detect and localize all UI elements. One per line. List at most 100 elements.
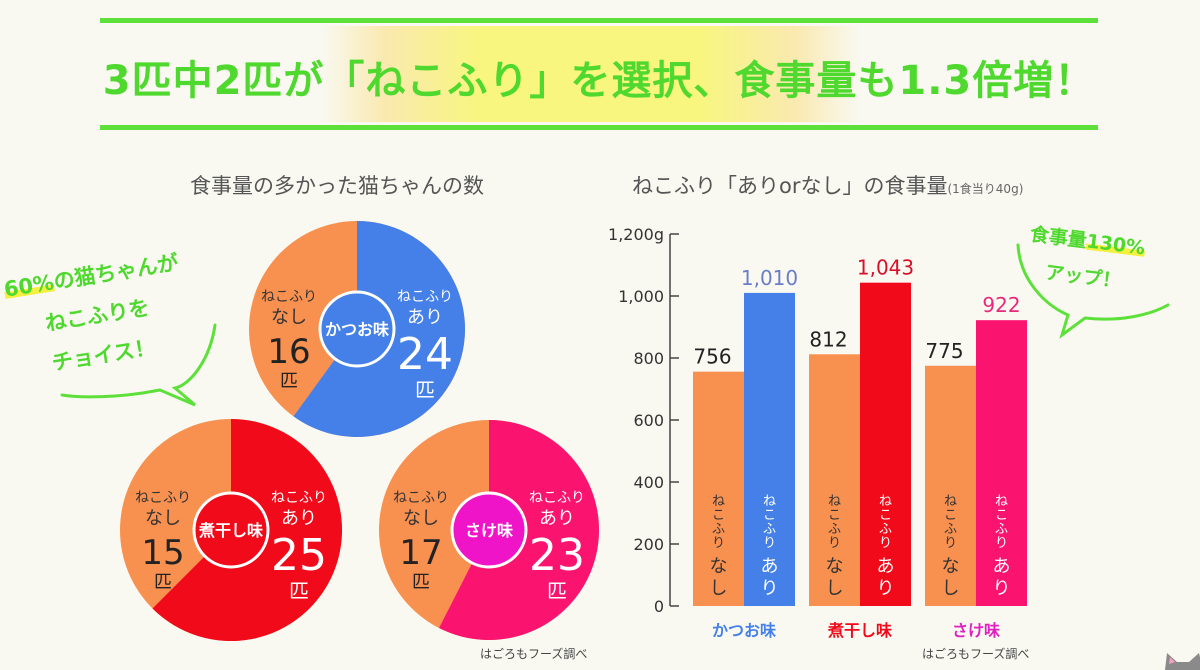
bar-without: [809, 354, 860, 606]
bar-inner-label-char: あ: [877, 556, 895, 577]
bar-inner-label-char: こ: [995, 508, 1008, 523]
bar-inner-label-char: ね: [828, 494, 841, 509]
pie-with-value: 25: [271, 530, 327, 581]
y-tick-label: 600: [633, 411, 664, 430]
bar-inner-label-char: ふ: [763, 522, 776, 537]
bar-inner-label-char: こ: [712, 508, 725, 523]
bar-inner-label-char: あ: [993, 556, 1011, 577]
y-tick-label: 1,000: [618, 287, 664, 306]
bar-inner-label-char: ふ: [995, 522, 1008, 537]
pie-without-unit: 匹: [154, 572, 172, 593]
bar-inner-label-char: ね: [712, 494, 725, 509]
x-category-label: かつお味: [712, 621, 776, 640]
bar-inner-label-char: り: [995, 536, 1008, 551]
pie-center-circle: [318, 290, 396, 368]
bar-inner-label-char: り: [877, 578, 895, 599]
bar-inner-label-char: こ: [763, 508, 776, 523]
y-tick-label: 0: [654, 597, 664, 616]
bar-inner-label-char: な: [942, 556, 960, 577]
bar-value-label: 756: [693, 345, 731, 369]
bar-inner-label-char: り: [712, 536, 725, 551]
pie-without-label-1: ねこふり: [135, 490, 191, 506]
left-speech-bubble-icon: [60, 323, 217, 407]
pie-with-label-2: あり: [539, 508, 575, 529]
pie-without-value: 17: [399, 533, 442, 573]
bar-inner-label-char: ふ: [828, 522, 841, 537]
pie-without-label-1: ねこふり: [393, 490, 449, 506]
pie-without-label-2: なし: [145, 508, 181, 529]
bar-inner-label-char: り: [763, 536, 776, 551]
pie-with-unit: 匹: [415, 378, 435, 402]
bar-with: [860, 282, 911, 606]
headline-text: 3匹中2匹が「ねこふり」を選択、食事量も1.3倍増！: [102, 58, 1096, 104]
pie-with-value: 24: [397, 329, 453, 380]
x-category-label: 煮干し味: [827, 621, 892, 640]
pie-source-note: はごろもフーズ調べ: [480, 647, 588, 661]
bar-value-label: 1,010: [741, 266, 798, 290]
bar-inner-label-char: な: [710, 556, 728, 577]
cat-ear-icon: [1165, 653, 1200, 670]
headline-glow: [320, 26, 860, 122]
pie-center-circle: [192, 491, 270, 569]
bar-inner-label-char: し: [710, 578, 728, 599]
pie-without-label-2: なし: [271, 307, 307, 328]
bar-chart-title-note: (1食当り40g): [947, 182, 1024, 196]
pie-with-label-1: ねこふり: [271, 490, 327, 506]
y-tick-label: 200: [633, 535, 664, 554]
pie-chart-title: 食事量の多かった猫ちゃんの数: [190, 174, 484, 198]
x-category-label: さけ味: [952, 621, 1000, 640]
pie-flavor-label: かつお味: [325, 320, 389, 339]
bar-chart-title-main: ねこふり「ありorなし」の食事量: [632, 174, 948, 198]
bar-inner-label-char: り: [993, 578, 1011, 599]
pie-without-value: 16: [267, 332, 310, 372]
y-tick-label: 400: [633, 473, 664, 492]
pie-with-value: 23: [529, 530, 585, 581]
bar-with: [744, 292, 795, 606]
pie-center-circle: [450, 491, 528, 569]
bar-inner-label-char: ふ: [944, 522, 957, 537]
bar-inner-label-char: り: [879, 536, 892, 551]
bar-inner-label-char: ね: [879, 494, 892, 509]
bar-without: [925, 365, 976, 606]
bar-without: [693, 371, 744, 606]
pie-with-label-2: あり: [407, 307, 443, 328]
pie-with-label-1: ねこふり: [529, 490, 585, 506]
bar-with: [976, 320, 1027, 606]
pie-with-unit: 匹: [289, 579, 309, 603]
bar-value-label: 775: [925, 339, 963, 363]
bar-inner-label-char: し: [942, 578, 960, 599]
bar-inner-label-char: り: [761, 578, 779, 599]
headline-rule-bottom: [100, 125, 1098, 130]
bar-inner-label-char: ね: [944, 494, 957, 509]
right-speech-bubble-icon: [1016, 243, 1170, 339]
pie-without-label-2: なし: [403, 508, 439, 529]
bar-inner-label-char: な: [826, 556, 844, 577]
bar-inner-label-char: ふ: [879, 522, 892, 537]
pie-flavor-label: さけ味: [465, 521, 513, 540]
bar-inner-label-char: ふ: [712, 522, 725, 537]
bar-inner-label-char: あ: [761, 556, 779, 577]
pie-without-value: 15: [141, 533, 184, 573]
pie-without-unit: 匹: [280, 371, 298, 392]
headline-rule-top: [100, 18, 1098, 23]
pie-with-label-2: あり: [281, 508, 317, 529]
bar-inner-label-char: こ: [944, 508, 957, 523]
pie-with-unit: 匹: [547, 579, 567, 603]
bar-inner-label-char: こ: [879, 508, 892, 523]
pie-without-label-1: ねこふり: [261, 289, 317, 305]
bar-value-label: 1,043: [857, 256, 914, 280]
bar-inner-label-char: し: [826, 578, 844, 599]
headline-banner: 3匹中2匹が「ねこふり」を選択、食事量も1.3倍増！: [100, 18, 1100, 133]
bar-inner-label-char: こ: [828, 508, 841, 523]
bar-inner-label-char: り: [944, 536, 957, 551]
y-tick-label: 1,200g: [608, 225, 664, 244]
bar-value-label: 922: [982, 293, 1020, 317]
y-tick-label: 800: [633, 349, 664, 368]
bar-value-label: 812: [809, 327, 847, 351]
